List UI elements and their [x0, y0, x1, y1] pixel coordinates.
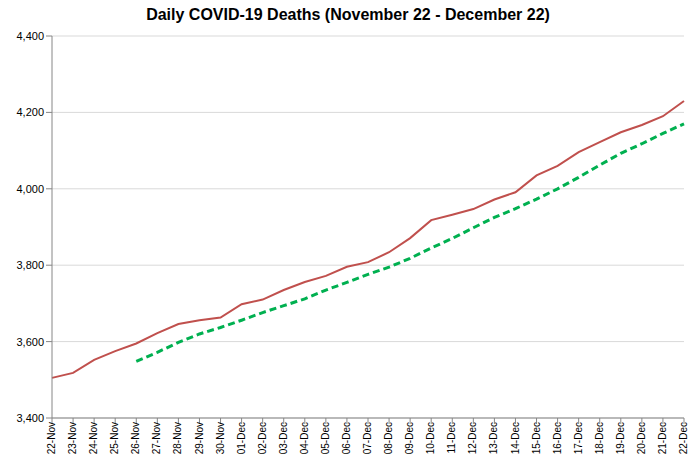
svg-text:09-Dec: 09-Dec	[404, 422, 415, 454]
svg-text:3,600: 3,600	[16, 336, 44, 348]
svg-text:4,200: 4,200	[16, 106, 44, 118]
svg-text:05-Dec: 05-Dec	[320, 422, 331, 454]
svg-text:17-Dec: 17-Dec	[573, 422, 584, 454]
svg-text:4,000: 4,000	[16, 183, 44, 195]
svg-text:06-Dec: 06-Dec	[341, 422, 352, 454]
svg-text:15-Dec: 15-Dec	[531, 422, 542, 454]
svg-text:3,800: 3,800	[16, 259, 44, 271]
svg-text:13-Dec: 13-Dec	[489, 422, 500, 454]
svg-text:26-Nov: 26-Nov	[130, 422, 141, 454]
svg-text:27-Nov: 27-Nov	[151, 422, 162, 454]
svg-text:01-Dec: 01-Dec	[236, 422, 247, 454]
svg-text:08-Dec: 08-Dec	[383, 422, 394, 454]
svg-text:24-Nov: 24-Nov	[88, 422, 99, 454]
svg-text:22-Dec: 22-Dec	[678, 422, 688, 454]
svg-text:04-Dec: 04-Dec	[299, 422, 310, 454]
svg-text:22-Nov: 22-Nov	[46, 422, 57, 454]
svg-text:25-Nov: 25-Nov	[109, 422, 120, 454]
svg-text:18-Dec: 18-Dec	[594, 422, 605, 454]
svg-text:10-Dec: 10-Dec	[425, 422, 436, 454]
svg-text:02-Dec: 02-Dec	[257, 422, 268, 454]
svg-text:11-Dec: 11-Dec	[446, 422, 457, 454]
svg-text:20-Dec: 20-Dec	[636, 422, 647, 454]
svg-text:21-Dec: 21-Dec	[657, 422, 668, 454]
svg-text:14-Dec: 14-Dec	[510, 422, 521, 454]
svg-text:19-Dec: 19-Dec	[615, 422, 626, 454]
svg-text:07-Dec: 07-Dec	[362, 422, 373, 454]
svg-text:12-Dec: 12-Dec	[467, 422, 478, 454]
svg-text:28-Nov: 28-Nov	[173, 422, 184, 454]
svg-text:03-Dec: 03-Dec	[278, 422, 289, 454]
svg-text:30-Nov: 30-Nov	[215, 422, 226, 454]
html-text:Daily COVID-19 Deaths (Novembe: Daily COVID-19 Deaths (November 22 - Dec…	[146, 6, 550, 23]
svg-text:4,400: 4,400	[16, 30, 44, 42]
svg-text:23-Nov: 23-Nov	[67, 422, 78, 454]
svg-text:16-Dec: 16-Dec	[552, 422, 563, 454]
svg-text:29-Nov: 29-Nov	[194, 422, 205, 454]
svg-text:3,400: 3,400	[16, 412, 44, 424]
